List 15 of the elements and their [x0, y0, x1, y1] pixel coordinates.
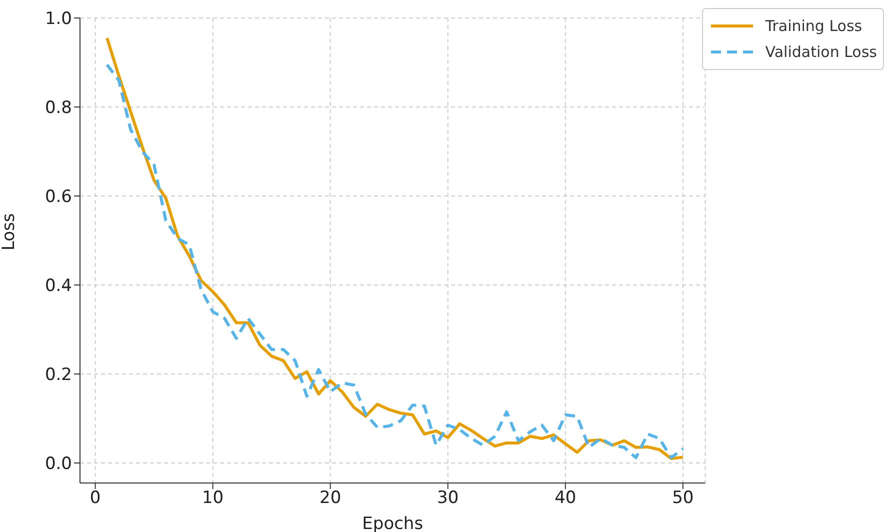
legend-label: Validation Loss	[765, 42, 877, 63]
y-tick-label: 0.0	[44, 454, 72, 474]
x-tick-label: 10	[202, 488, 224, 508]
x-tick-label: 40	[554, 488, 576, 508]
y-tick-label: 0.4	[44, 276, 72, 296]
x-tick-label: 0	[90, 488, 101, 508]
x-tick-label: 20	[320, 488, 342, 508]
y-tick-label: 0.2	[44, 365, 72, 386]
y-tick-label: 0.6	[44, 187, 72, 208]
y-tick-label: 1.0	[44, 9, 72, 30]
y-tick-label: 0.8	[44, 98, 72, 118]
x-tick-label: 30	[437, 488, 459, 508]
legend-label: Training Loss	[765, 16, 862, 37]
x-tick-label: 50	[672, 488, 694, 508]
y-axis-title: Loss	[0, 213, 20, 250]
